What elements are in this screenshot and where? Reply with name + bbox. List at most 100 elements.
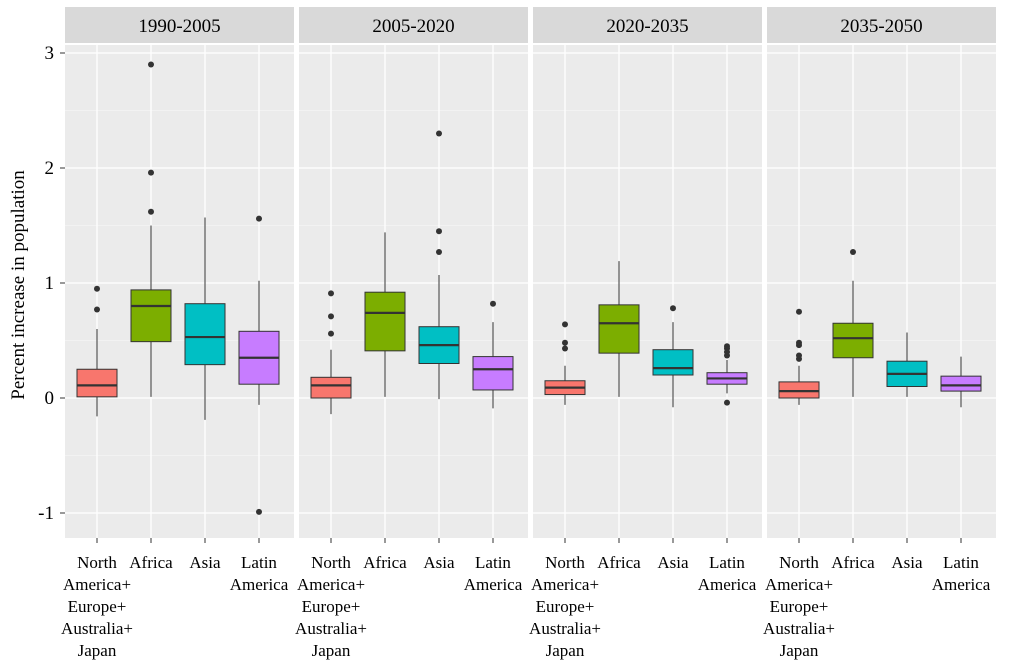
outlier-point: [148, 169, 154, 176]
facet-panel-3: 2020-2035 North America+ Europe+ Australia+ J…: [529, 7, 762, 660]
box-4: [472, 300, 514, 409]
box-iqr: [940, 375, 982, 392]
x-tick-label-line: America: [698, 575, 757, 594]
facet-title: 2035-2050: [840, 16, 922, 37]
box-3: [184, 217, 226, 420]
outlier-point: [562, 339, 568, 346]
box-2: [130, 61, 172, 397]
box-iqr: [598, 304, 640, 354]
facet-panel-2: 2005-2020 North America+ Europe+ Australia+ J…: [295, 7, 528, 660]
x-tick-label: Latin America: [932, 553, 991, 594]
box-1: [544, 321, 586, 405]
x-tick-label-line: Japan: [78, 641, 117, 660]
x-tick-label-line: Asia: [657, 553, 689, 572]
x-tick-label-line: Australia+: [295, 619, 367, 638]
outlier-point: [94, 306, 100, 313]
outlier-point: [436, 228, 442, 235]
x-tick-label-line: Latin: [475, 553, 511, 572]
x-tick-label: Latin America: [230, 553, 289, 594]
x-tick-label-line: Australia+: [763, 619, 835, 638]
y-tick-label: -1: [38, 503, 54, 524]
box-iqr: [184, 303, 226, 366]
outlier-point: [796, 308, 802, 315]
outlier-point: [670, 305, 676, 312]
y-tick-label: 1: [45, 273, 55, 294]
box-iqr: [310, 376, 352, 399]
facet-strip: [767, 7, 996, 43]
box-2: [364, 232, 406, 397]
x-tick-label: Asia: [423, 553, 455, 572]
x-tick-label: Africa: [597, 553, 641, 572]
box-2: [598, 261, 640, 397]
box-iqr: [472, 356, 514, 391]
box-3: [652, 305, 694, 408]
box-3: [418, 130, 460, 400]
y-axis: 3 2 1 0 -1: [38, 43, 65, 524]
x-tick-label-line: North: [545, 553, 585, 572]
box-iqr: [652, 349, 694, 376]
x-tick-label-line: Japan: [780, 641, 819, 660]
box-3: [886, 332, 928, 397]
x-tick-label-line: Latin: [943, 553, 979, 572]
x-tick-label: North America+ Europe+ Australia+ Japan: [295, 553, 367, 660]
x-tick-label-line: America+: [63, 575, 131, 594]
box-iqr: [364, 291, 406, 352]
x-tick-label-line: Asia: [189, 553, 221, 572]
outlier-point: [490, 300, 496, 307]
x-tick-label-line: Africa: [831, 553, 875, 572]
box-iqr: [130, 289, 172, 343]
box-iqr: [832, 322, 874, 359]
outlier-point: [256, 508, 262, 515]
panel-background: [533, 45, 762, 538]
outlier-point: [436, 248, 442, 255]
facet-title: 2020-2035: [606, 16, 688, 37]
x-tick-label: Africa: [831, 553, 875, 572]
box-iqr: [778, 381, 820, 399]
x-tick-label: Africa: [129, 553, 173, 572]
x-tick-label-line: Latin: [709, 553, 745, 572]
outlier-point: [328, 330, 334, 337]
box-4: [706, 343, 748, 406]
outlier-point: [850, 248, 856, 255]
outlier-point: [562, 321, 568, 328]
y-tick-label: 2: [45, 158, 55, 179]
panel-background: [767, 45, 996, 538]
x-tick-label-line: Europe+: [68, 597, 127, 616]
outlier-point: [328, 313, 334, 320]
facet-strip: [533, 7, 762, 43]
x-tick-label-line: Asia: [423, 553, 455, 572]
facet-strip: [299, 7, 528, 43]
outlier-point: [94, 285, 100, 292]
outlier-point: [256, 215, 262, 222]
outlier-point: [328, 290, 334, 297]
x-tick-label-line: Europe+: [536, 597, 595, 616]
outlier-point: [562, 345, 568, 352]
facet-strip: [65, 7, 294, 43]
x-tick-label-line: Japan: [546, 641, 585, 660]
outlier-point: [796, 339, 802, 346]
x-tick-label-line: Japan: [312, 641, 351, 660]
x-tick-label-line: Africa: [129, 553, 173, 572]
x-tick-label-line: Africa: [363, 553, 407, 572]
x-tick-label-line: America+: [531, 575, 599, 594]
x-tick-label-line: North: [779, 553, 819, 572]
x-tick-label-line: North: [311, 553, 351, 572]
facet-title: 1990-2005: [138, 16, 220, 37]
x-tick-label-line: Australia+: [61, 619, 133, 638]
box-2: [832, 248, 874, 397]
box-1: [76, 285, 118, 417]
x-tick-label-line: Europe+: [302, 597, 361, 616]
outlier-point: [724, 399, 730, 406]
x-tick-label-line: America: [464, 575, 523, 594]
outlier-point: [796, 352, 802, 359]
outlier-point: [148, 208, 154, 215]
box-1: [310, 290, 352, 415]
y-tick-label: 0: [45, 388, 55, 409]
x-tick-label-line: Asia: [891, 553, 923, 572]
box-iqr: [76, 368, 118, 398]
x-tick-label: Africa: [363, 553, 407, 572]
x-tick-label-line: Latin: [241, 553, 277, 572]
x-tick-label-line: North: [77, 553, 117, 572]
x-tick-label-line: Europe+: [770, 597, 829, 616]
